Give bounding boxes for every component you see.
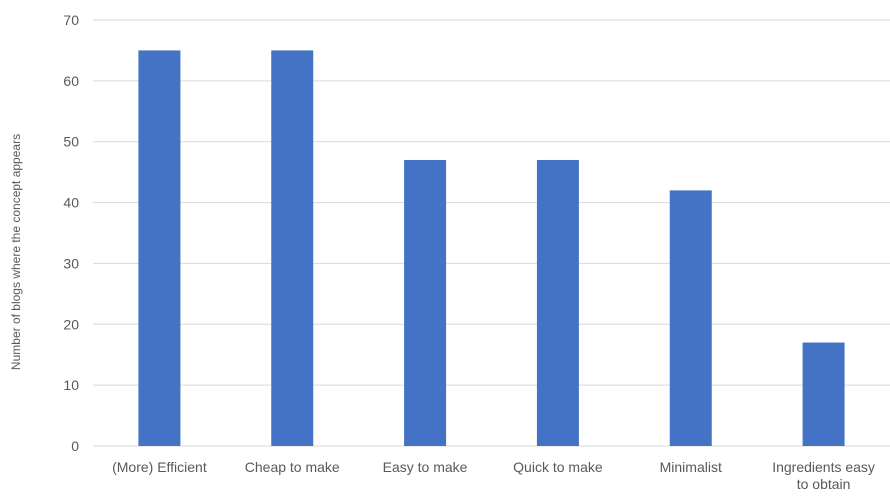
bar: [802, 342, 845, 446]
y-tick-label: 10: [63, 377, 79, 393]
x-axis-labels: (More) Efficient Cheap to make Easy to mak…: [112, 459, 875, 492]
x-tick-label: Easy to make: [383, 459, 468, 475]
y-tick-label: 70: [63, 12, 79, 28]
y-tick-label: 30: [63, 255, 79, 271]
y-axis-ticks: 0 10 20 30 40 50 60 70: [63, 12, 79, 454]
y-tick-label: 50: [63, 134, 79, 150]
x-tick-label: Minimalist: [660, 459, 722, 475]
bars: [138, 50, 845, 447]
x-tick-label: Ingredients easy to obtain: [772, 459, 875, 492]
y-tick-label: 60: [63, 73, 79, 89]
bar: [404, 159, 447, 446]
x-tick-label: Cheap to make: [245, 459, 340, 475]
y-tick-label: 20: [63, 316, 79, 332]
y-tick-label: 0: [71, 438, 79, 454]
x-tick-label: Quick to make: [513, 459, 603, 475]
bar: [138, 50, 181, 447]
bar: [271, 50, 314, 447]
y-axis-title: Number of blogs where the concept appear…: [9, 134, 23, 370]
bar: [669, 190, 712, 446]
y-tick-label: 40: [63, 195, 79, 211]
x-tick-label: (More) Efficient: [112, 459, 207, 475]
gridlines: [93, 19, 890, 447]
bar: [536, 159, 579, 446]
